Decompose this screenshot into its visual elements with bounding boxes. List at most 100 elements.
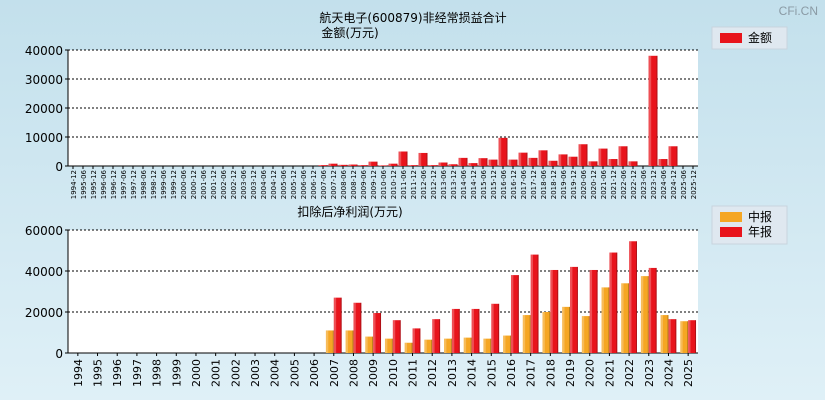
bar-highlight [621,283,624,353]
x-tick-label: 2014-12 [470,170,478,199]
bar-highlight [388,163,392,166]
bar [578,144,588,166]
bar-shadow [546,150,548,166]
x-tick-label: 2006-06 [300,169,308,199]
x-tick-label: 1995-12 [90,170,98,199]
bar-shadow [336,163,338,166]
bar-shadow [608,287,610,353]
x-tick-label: 1997-12 [130,170,138,199]
bar-金额 [478,158,488,166]
x-tick-label: 2014-06 [460,169,468,199]
x-tick-label: 1999-06 [160,169,168,199]
legend-swatch-amount [720,33,742,43]
bar-金额 [398,151,408,166]
x-tick-label: 2021-06 [600,169,608,199]
bar [528,157,538,166]
x-tick-label: 2011 [407,359,420,387]
bar-shadow [411,342,413,353]
bottom-chart-legend: 中报 年报 [711,205,788,245]
y-tick-label: 0 [55,347,63,361]
bar-highlight [478,158,482,166]
x-tick-label: 2017 [525,359,538,387]
bar-shadow [616,252,618,353]
bar [542,312,551,353]
bar-shadow [366,165,368,166]
bar-highlight [628,161,632,166]
bar [629,241,637,353]
x-tick-label: 2024-06 [660,169,668,199]
bar-中报 [503,335,511,353]
y-tick-label: 20000 [25,102,63,116]
bar-中报 [444,338,452,353]
x-tick-label: 1997 [131,359,144,387]
bar-shadow [486,158,488,166]
bar-金额 [428,165,438,166]
bar [338,164,348,166]
bar-highlight [424,339,427,353]
bar [550,269,559,353]
x-tick-label: 1999 [170,359,183,387]
bar [508,159,518,166]
bar [348,164,358,166]
bar-shadow [588,316,590,353]
bar-金额 [578,144,588,166]
bar-金额 [408,165,418,166]
x-tick-label: 1998-12 [150,170,158,199]
bar [412,328,421,353]
bar-highlight [418,152,422,166]
bar-shadow [687,321,689,353]
bar-中报 [581,316,590,353]
x-tick-label: 2020-06 [580,169,588,199]
bar-shadow [667,315,669,353]
bar-shadow [456,164,458,166]
bar-金额 [598,148,608,166]
x-tick-label: 2009-06 [360,169,368,199]
y-tick-label: 40000 [25,265,63,279]
bar-shadow [576,266,578,353]
x-tick-label: 2020 [584,359,597,387]
bar [498,137,508,166]
bar-highlight [368,161,372,166]
bar-shadow [476,163,478,166]
x-tick-label: 2025-06 [680,169,688,199]
bar-shadow [647,276,649,353]
bar-年报 [668,319,677,353]
bar-中报 [384,338,393,353]
bar-shadow [478,308,480,353]
bar-shadow [446,162,448,166]
bar-shadow [556,160,558,166]
bar-shadow [606,148,608,166]
bar [598,148,608,166]
bar-shadow [380,313,382,353]
bar-shadow [356,164,358,166]
bar-年报 [510,275,519,353]
x-tick-label: 2003 [249,359,262,387]
bar [468,163,478,166]
bar-highlight [589,269,593,353]
bar-金额 [518,152,528,166]
x-tick-label: 2025-12 [690,170,698,199]
bar-金额 [508,159,518,166]
bar-金额 [368,161,378,166]
x-tick-label: 2005 [288,359,301,387]
bar-金额 [468,163,478,166]
bar-highlight [338,164,342,166]
bar-shadow [332,330,334,353]
bar-highlight [640,276,644,353]
x-tick-label: 2015-06 [480,169,488,199]
bar-highlight [648,55,652,166]
bar-shadow [372,336,374,353]
x-tick-label: 1994 [72,359,85,387]
bar-年报 [471,308,480,353]
bar [660,315,669,353]
bar-highlight [398,151,402,166]
bar-highlight [345,330,348,353]
x-tick-label: 2012 [426,359,439,387]
bar-highlight [373,313,376,353]
x-tick-label: 2000 [190,359,203,387]
bar-shadow [386,165,388,166]
bar-shadow [396,163,398,166]
bar-highlight [558,154,562,166]
bar-highlight [348,164,352,166]
bar-shadow [656,55,658,166]
